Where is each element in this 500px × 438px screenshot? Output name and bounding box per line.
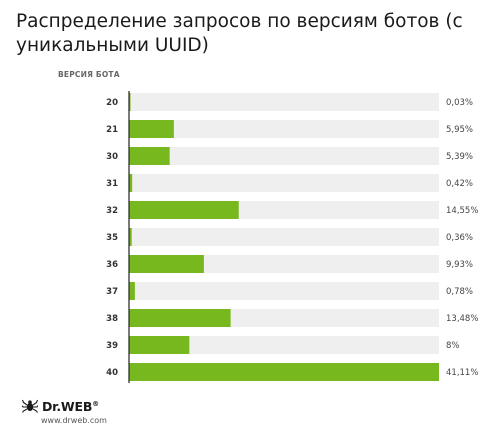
category-header: ВЕРСИЯ БОТА xyxy=(58,70,120,79)
category-label-35: 35 xyxy=(106,233,118,243)
value-label-21: 5,95% xyxy=(446,125,473,135)
drweb-logo: Dr.WEB® xyxy=(22,398,99,414)
bar-track xyxy=(129,255,439,273)
value-label-30: 5,39% xyxy=(446,152,473,162)
bar-35 xyxy=(129,228,132,246)
bar-track xyxy=(129,282,439,300)
bar-37 xyxy=(129,282,135,300)
value-label-38: 13,48% xyxy=(446,314,478,324)
category-label-21: 21 xyxy=(106,125,118,135)
category-label-36: 36 xyxy=(106,260,118,270)
value-label-32: 14,55% xyxy=(446,206,478,216)
bar-40 xyxy=(129,363,439,381)
value-label-37: 0,78% xyxy=(446,287,473,297)
bar-track xyxy=(129,120,439,138)
chart-title: Распределение запросов по версиям ботов … xyxy=(16,11,463,56)
bar-31 xyxy=(129,174,133,192)
bar-32 xyxy=(129,201,239,219)
bar-track xyxy=(129,228,439,246)
bar-track xyxy=(129,336,439,354)
bar-36 xyxy=(129,255,204,273)
value-label-35: 0,36% xyxy=(446,233,473,243)
bar-track xyxy=(129,93,439,111)
bar-30 xyxy=(129,147,170,165)
category-label-38: 38 xyxy=(106,314,118,324)
category-label-20: 20 xyxy=(106,98,118,108)
value-label-20: 0,03% xyxy=(446,98,473,108)
bar-38 xyxy=(129,309,231,327)
category-label-31: 31 xyxy=(106,179,118,189)
category-label-30: 30 xyxy=(106,152,118,162)
spider-icon xyxy=(22,399,38,413)
value-label-36: 9,93% xyxy=(446,260,473,270)
bar-21 xyxy=(129,120,174,138)
category-label-39: 39 xyxy=(106,341,118,351)
site-url: www.drweb.com xyxy=(41,416,107,425)
category-label-37: 37 xyxy=(106,287,118,297)
bar-20 xyxy=(129,93,131,111)
bar-track xyxy=(129,147,439,165)
category-label-40: 40 xyxy=(106,368,118,378)
bar-39 xyxy=(129,336,190,354)
value-label-40: 41,11% xyxy=(446,368,478,378)
value-label-39: 8% xyxy=(446,341,460,351)
bar-track xyxy=(129,174,439,192)
category-label-32: 32 xyxy=(106,206,118,216)
logo-wordmark: Dr.WEB® xyxy=(42,398,99,414)
value-label-31: 0,42% xyxy=(446,179,473,189)
